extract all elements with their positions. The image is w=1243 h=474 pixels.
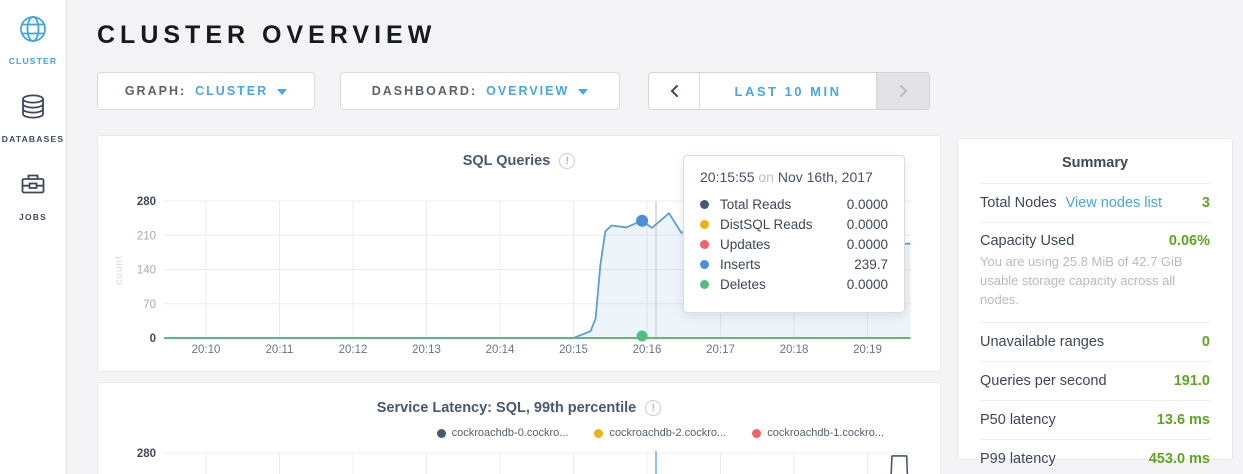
series-dot-icon — [700, 199, 709, 209]
view-nodes-list-link[interactable]: View nodes list — [1065, 195, 1163, 211]
dashboard-dropdown-value: OVERVIEW — [486, 84, 570, 98]
svg-text:20:19: 20:19 — [853, 344, 882, 356]
time-range-selector: LAST 10 MIN — [648, 72, 930, 110]
legend-item[interactable]: cockroachdb-0.cockro... — [436, 427, 568, 439]
time-range-next-button[interactable] — [876, 73, 929, 109]
chevron-left-icon — [670, 85, 678, 97]
summary-row-capacity: Capacity Used 0.06% You are using 25.8 M… — [980, 222, 1210, 322]
tooltip-row: Updates 0.0000 — [700, 234, 888, 254]
chevron-right-icon — [899, 85, 907, 97]
svg-text:70: 70 — [143, 299, 156, 311]
chevron-down-icon — [578, 88, 589, 95]
tooltip-row: Deletes 0.0000 — [700, 274, 888, 294]
sidebar-item-jobs[interactable]: JOBS — [0, 156, 66, 234]
p50-latency-value: 13.6 ms — [1156, 411, 1210, 428]
series-dot-icon — [752, 428, 762, 438]
capacity-used-value: 0.06% — [1168, 233, 1210, 249]
chart-hover-tooltip: 20:15:55 on Nov 16th, 2017 Total Reads 0… — [683, 155, 905, 313]
series-dot-icon — [700, 259, 709, 269]
svg-text:20:12: 20:12 — [339, 344, 368, 356]
time-range-label[interactable]: LAST 10 MIN — [734, 83, 842, 99]
summary-row-total-nodes: Total Nodes View nodes list 3 — [980, 183, 1210, 222]
svg-text:140: 140 — [137, 265, 156, 277]
capacity-subtext: You are using 25.8 MiB of 42.7 GiB usabl… — [980, 254, 1183, 307]
dashboard-dropdown-label: DASHBOARD: — [371, 84, 478, 98]
time-range-prev-button[interactable] — [649, 73, 700, 109]
summary-row-p50: P50 latency 13.6 ms — [980, 399, 1210, 439]
sidebar: CLUSTER DATABASES JOBS — [0, 0, 67, 474]
svg-text:210: 210 — [137, 230, 156, 242]
tooltip-row: Total Reads 0.0000 — [700, 194, 888, 214]
service-latency-chart-panel: 280 Service Latency: SQL, 99th percentil… — [97, 382, 941, 474]
series-dot-icon — [594, 428, 604, 438]
sidebar-item-databases[interactable]: DATABASES — [0, 78, 66, 156]
series-dot-icon — [436, 428, 446, 438]
svg-text:20:11: 20:11 — [266, 344, 294, 356]
qps-value: 191.0 — [1173, 372, 1210, 389]
total-nodes-value: 3 — [1201, 195, 1210, 211]
sidebar-item-label: JOBS — [19, 212, 47, 222]
summary-heading: Summary — [1061, 155, 1129, 171]
graph-dropdown-label: GRAPH: — [124, 84, 187, 98]
series-dot-icon — [700, 279, 709, 289]
chevron-down-icon — [277, 88, 288, 95]
svg-text:0: 0 — [150, 333, 156, 345]
dashboard-dropdown[interactable]: DASHBOARD: OVERVIEW — [340, 72, 620, 110]
sidebar-item-label: DATABASES — [1, 134, 65, 144]
chart-title: Service Latency: SQL, 99th percentile — [376, 400, 637, 416]
svg-text:280: 280 — [137, 448, 156, 460]
chart-title: SQL Queries — [462, 153, 551, 169]
graph-dropdown-value: CLUSTER — [195, 84, 269, 98]
svg-text:280: 280 — [137, 196, 156, 208]
chart-legend: cockroachdb-0.cockro... cockroachdb-2.co… — [436, 427, 884, 439]
svg-text:20:14: 20:14 — [486, 344, 515, 356]
service-latency-chart[interactable]: 280 — [98, 383, 942, 474]
legend-item[interactable]: cockroachdb-2.cockro... — [594, 427, 726, 439]
legend-item[interactable]: cockroachdb-1.cockro... — [752, 427, 884, 439]
page-title: CLUSTER OVERVIEW — [97, 21, 437, 49]
summary-row-qps: Queries per second 191.0 — [980, 360, 1210, 400]
sidebar-item-cluster[interactable]: CLUSTER — [0, 0, 66, 78]
p99-latency-value: 453.0 ms — [1148, 450, 1210, 467]
info-icon[interactable]: ! — [559, 153, 576, 169]
databases-icon — [18, 92, 48, 127]
svg-text:20:18: 20:18 — [780, 344, 809, 356]
svg-text:20:15: 20:15 — [559, 344, 588, 356]
svg-text:20:13: 20:13 — [412, 344, 441, 356]
series-dot-icon — [700, 219, 709, 229]
tooltip-timestamp: 20:15:55 on Nov 16th, 2017 — [700, 169, 873, 185]
globe-icon — [18, 14, 48, 49]
svg-text:20:10: 20:10 — [192, 344, 221, 356]
svg-text:20:16: 20:16 — [633, 344, 662, 356]
svg-text:count: count — [114, 255, 125, 284]
info-icon[interactable]: ! — [645, 400, 662, 416]
svg-text:20:17: 20:17 — [706, 344, 735, 356]
series-dot-icon — [700, 239, 709, 249]
summary-row-p99: P99 latency 453.0 ms — [980, 438, 1210, 474]
tooltip-row: DistSQL Reads 0.0000 — [700, 214, 888, 234]
graph-dropdown[interactable]: GRAPH: CLUSTER — [97, 72, 315, 110]
jobs-icon — [18, 170, 48, 205]
unavailable-ranges-value: 0 — [1201, 333, 1210, 350]
sidebar-item-label: CLUSTER — [8, 56, 58, 66]
summary-panel: Summary Total Nodes View nodes list 3 Ca… — [957, 138, 1233, 467]
summary-row-unavailable-ranges: Unavailable ranges 0 — [980, 321, 1210, 361]
tooltip-row: Inserts 239.7 — [700, 254, 888, 274]
